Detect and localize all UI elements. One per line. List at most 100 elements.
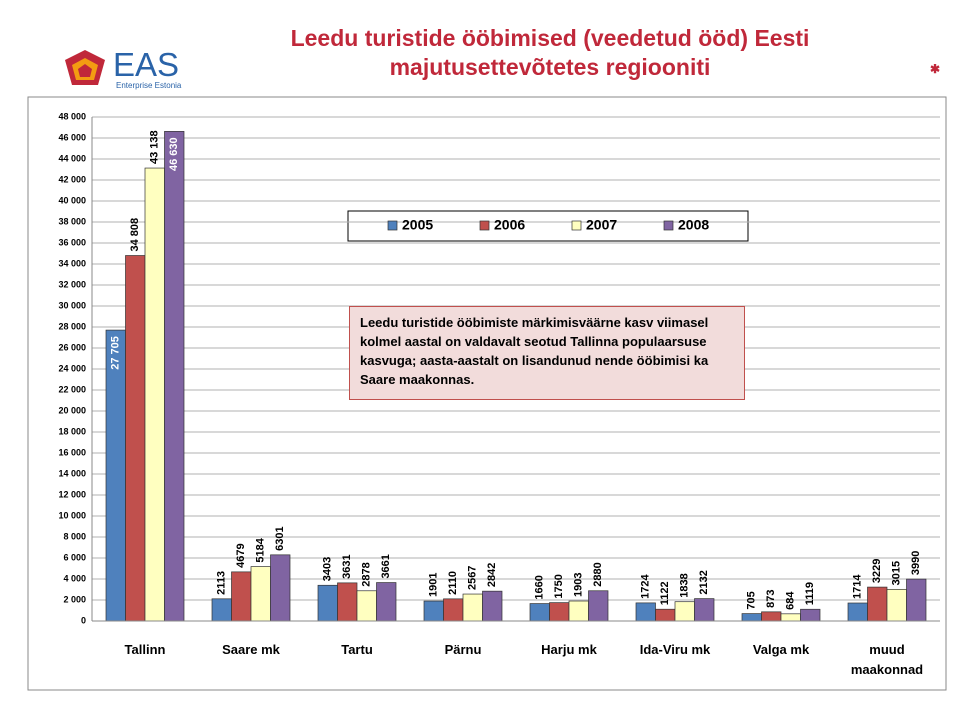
data-label: 1901 — [428, 573, 440, 597]
y-tick-label: 8 000 — [63, 531, 86, 541]
legend-label: 2006 — [494, 217, 525, 233]
x-tick-label: muud maakonnad — [850, 642, 924, 677]
bar — [588, 590, 609, 622]
y-tick-label: 16 000 — [58, 447, 86, 457]
y-tick-label: 24 000 — [58, 363, 86, 373]
annotation: Leedu turistide ööbimiste märkimisväärne… — [349, 306, 745, 400]
data-label: 2113 — [216, 571, 228, 595]
data-label: 1122 — [659, 581, 671, 605]
y-tick-label: 22 000 — [58, 384, 86, 394]
bar — [270, 554, 291, 622]
y-tick-label: 48 000 — [58, 111, 86, 121]
data-label: 3990 — [910, 551, 922, 575]
legend-label: 2005 — [402, 217, 433, 233]
x-tick-label: Valga mk — [752, 642, 810, 657]
bar — [423, 600, 444, 622]
data-label: 34 808 — [129, 218, 141, 252]
x-tick-label: Saare mk — [222, 642, 280, 657]
legend-swatch — [479, 220, 490, 231]
legend-swatch — [663, 220, 674, 231]
data-label: 27 705 — [110, 336, 122, 370]
bar — [105, 329, 126, 622]
bar — [317, 584, 338, 622]
bar — [568, 600, 589, 622]
data-label: 46 630 — [168, 137, 180, 171]
bar — [694, 598, 715, 622]
y-tick-label: 2 000 — [63, 594, 86, 604]
bar — [144, 167, 165, 622]
bar — [741, 613, 762, 622]
bar — [337, 582, 358, 622]
data-label: 2567 — [467, 566, 479, 590]
y-tick-label: 20 000 — [58, 405, 86, 415]
bar — [549, 602, 570, 622]
y-tick-label: 40 000 — [58, 195, 86, 205]
data-label: 4679 — [235, 543, 247, 567]
y-tick-label: 38 000 — [58, 216, 86, 226]
data-label: 2880 — [592, 562, 604, 586]
x-tick-label: Tallinn — [124, 642, 166, 657]
y-tick-label: 14 000 — [58, 468, 86, 478]
bar — [780, 613, 801, 622]
data-label: 873 — [765, 589, 777, 607]
bar — [655, 608, 676, 622]
y-tick-label: 18 000 — [58, 426, 86, 436]
y-tick-label: 32 000 — [58, 279, 86, 289]
y-tick-label: 10 000 — [58, 510, 86, 520]
data-label: 2110 — [447, 571, 459, 595]
bar — [125, 255, 146, 622]
x-tick-label: Tartu — [341, 642, 373, 657]
y-tick-label: 0 — [81, 615, 86, 625]
data-label: 1714 — [852, 574, 864, 599]
data-label: 2842 — [486, 563, 498, 587]
legend-swatch — [571, 220, 582, 231]
x-tick-label: Ida-Viru mk — [639, 642, 711, 657]
logo-name: EAS — [113, 46, 180, 83]
data-label: 1838 — [679, 573, 691, 597]
y-tick-label: 6 000 — [63, 552, 86, 562]
y-tick-label: 36 000 — [58, 237, 86, 247]
data-label: 3631 — [341, 554, 353, 578]
y-tick-label: 4 000 — [63, 573, 86, 583]
data-label: 3015 — [891, 561, 903, 585]
y-tick-label: 26 000 — [58, 342, 86, 352]
data-label: 1724 — [640, 574, 652, 599]
x-tick-label: Pärnu — [444, 642, 482, 657]
bar — [886, 588, 907, 622]
data-label: 705 — [746, 591, 758, 609]
legend-label: 2007 — [586, 217, 617, 233]
bar — [250, 566, 271, 622]
bar — [482, 590, 503, 622]
y-tick-label: 12 000 — [58, 489, 86, 499]
data-label: 1750 — [553, 574, 565, 598]
bar — [231, 571, 252, 622]
data-label: 1119 — [804, 582, 816, 605]
bar — [376, 582, 397, 622]
legend-box — [347, 210, 749, 242]
data-label: 1903 — [573, 573, 585, 597]
chart-title: Leedu turistide ööbimised (veedetud ööd)… — [290, 25, 810, 80]
data-label: 2878 — [361, 562, 373, 586]
bar — [800, 608, 821, 622]
data-label: 2132 — [698, 570, 710, 594]
y-tick-label: 30 000 — [58, 300, 86, 310]
bar — [356, 590, 377, 622]
legend-label: 2008 — [678, 217, 709, 233]
bar — [635, 602, 656, 622]
y-tick-label: 44 000 — [58, 153, 86, 163]
data-label: 684 — [785, 591, 797, 610]
bar — [462, 593, 483, 622]
bar — [906, 578, 927, 622]
data-label: 3661 — [380, 554, 392, 578]
decoration: ✱ — [930, 62, 940, 76]
bar — [164, 131, 185, 622]
bar — [847, 602, 868, 622]
data-label: 1660 — [534, 575, 546, 599]
logo-mark — [65, 50, 105, 85]
bar — [529, 603, 550, 622]
bar — [443, 598, 464, 622]
data-label: 3403 — [322, 557, 334, 581]
bar — [761, 611, 782, 622]
